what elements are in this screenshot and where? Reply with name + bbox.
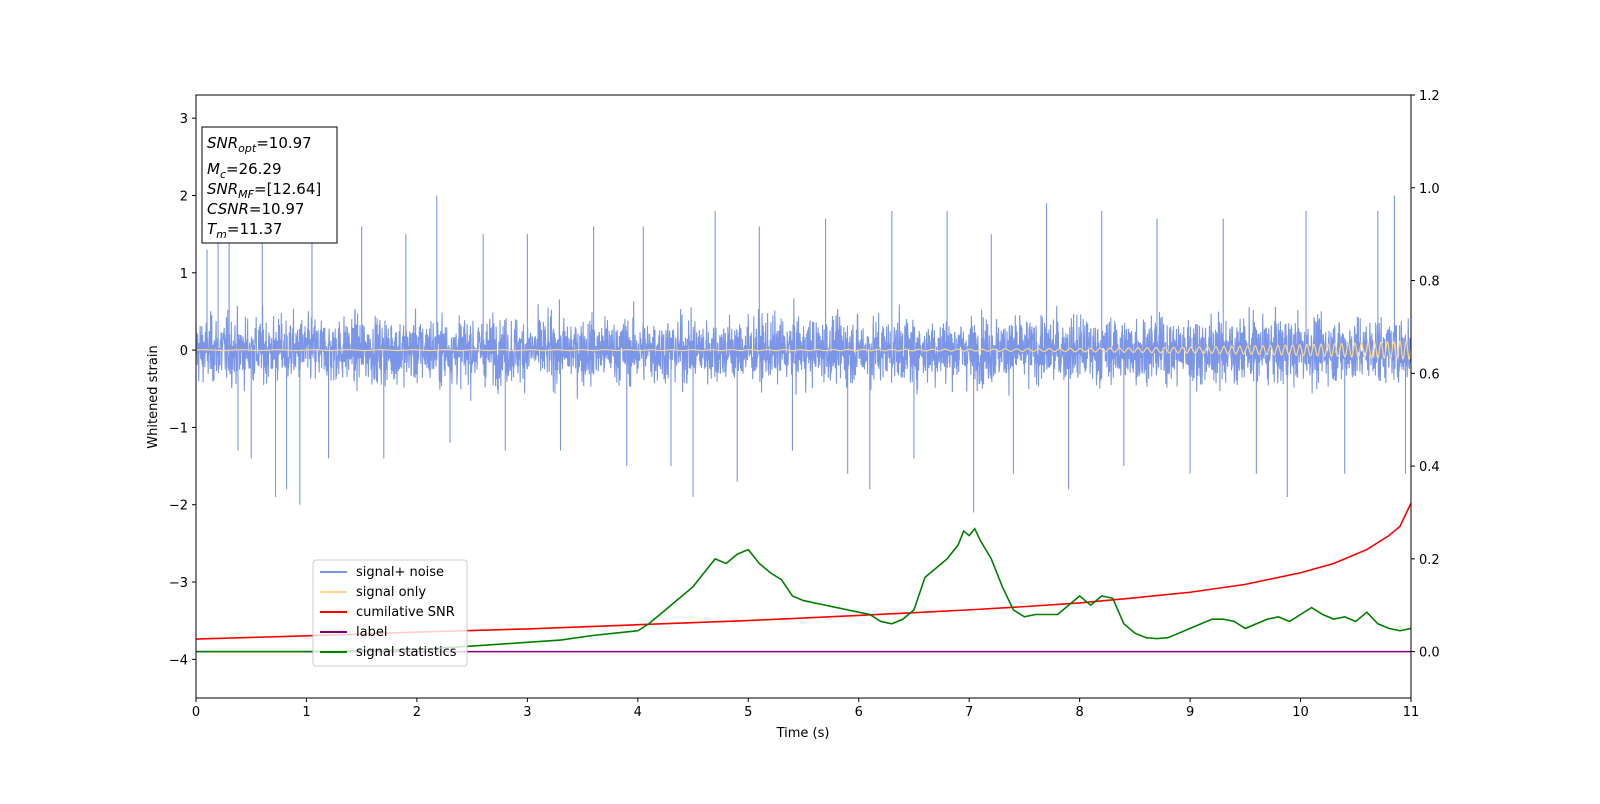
x-tick-label: 11 — [1403, 705, 1420, 720]
series-cumulative-snr — [195, 502, 1412, 640]
annotation-tm: Tm=11.37 — [207, 220, 282, 241]
y-tick-label: 3 — [180, 112, 188, 127]
x-tick-label: 8 — [1075, 705, 1083, 720]
x-tick-label: 0 — [192, 705, 200, 720]
x-axis-label: Time (s) — [776, 726, 830, 741]
annotation-csnr: CSNR=10.97 — [207, 200, 304, 218]
y-tick-label: −1 — [169, 421, 188, 436]
legend: signal+ noise signal only cumilative SNR… — [312, 559, 468, 667]
legend-label-label: label — [356, 625, 387, 640]
x-tick-label: 2 — [413, 705, 421, 720]
y-tick-label: −4 — [169, 653, 188, 668]
annotation-box: SNRopt=10.97 Mc=26.29 SNRMF=[12.64] CSNR… — [201, 126, 338, 244]
plot-frame — [195, 94, 1412, 699]
series-signal-noise — [195, 195, 1412, 513]
y2-tick-label: 0.8 — [1419, 275, 1440, 290]
y-tick-label: 2 — [180, 190, 188, 205]
y-tick-label: 0 — [180, 344, 188, 359]
axes-layer: 0 1 2 3 4 5 6 7 8 9 10 113210−1−2−3−41.21.00.80.60.… — [169, 89, 1440, 720]
x-tick-label: 3 — [523, 705, 531, 720]
annotation-mc: Mc=26.29 — [207, 160, 282, 181]
x-tick-label: 1 — [302, 705, 310, 720]
x-tick-label: 6 — [855, 705, 863, 720]
legend-label-signal-only: signal only — [356, 585, 426, 600]
legend-label-signal-noise: signal+ noise — [356, 565, 444, 580]
y-tick-label: −2 — [169, 499, 188, 514]
y2-tick-label: 0.6 — [1419, 367, 1440, 382]
annotation-snr-opt: SNRopt=10.97 — [207, 134, 312, 155]
x-tick-label: 9 — [1186, 705, 1194, 720]
y2-tick-label: 0.4 — [1419, 460, 1440, 475]
x-tick-label: 10 — [1292, 705, 1309, 720]
annotation-snr-mf: SNRMF=[12.64] — [207, 180, 321, 201]
y2-tick-label: 1.0 — [1419, 182, 1440, 197]
x-tick-label: 7 — [965, 705, 973, 720]
x-tick-label: 4 — [634, 705, 642, 720]
series-signal-only — [195, 339, 1412, 361]
legend-frame — [312, 559, 468, 667]
series-signal-statistics — [196, 527, 1412, 653]
legend-label-signal-statistics: signal statistics — [356, 645, 457, 660]
y-tick-label: 1 — [180, 267, 188, 282]
x-tick-label: 5 — [744, 705, 752, 720]
y2-tick-label: 1.2 — [1419, 89, 1440, 104]
annotation-frame — [201, 126, 338, 244]
y2-tick-label: 0.0 — [1419, 646, 1440, 661]
y2-tick-label: 0.2 — [1419, 553, 1440, 568]
y-axis-label: Whitened strain — [146, 345, 161, 448]
legend-label-cumulative-snr: cumilative SNR — [356, 605, 455, 620]
y-tick-label: −3 — [169, 576, 188, 591]
